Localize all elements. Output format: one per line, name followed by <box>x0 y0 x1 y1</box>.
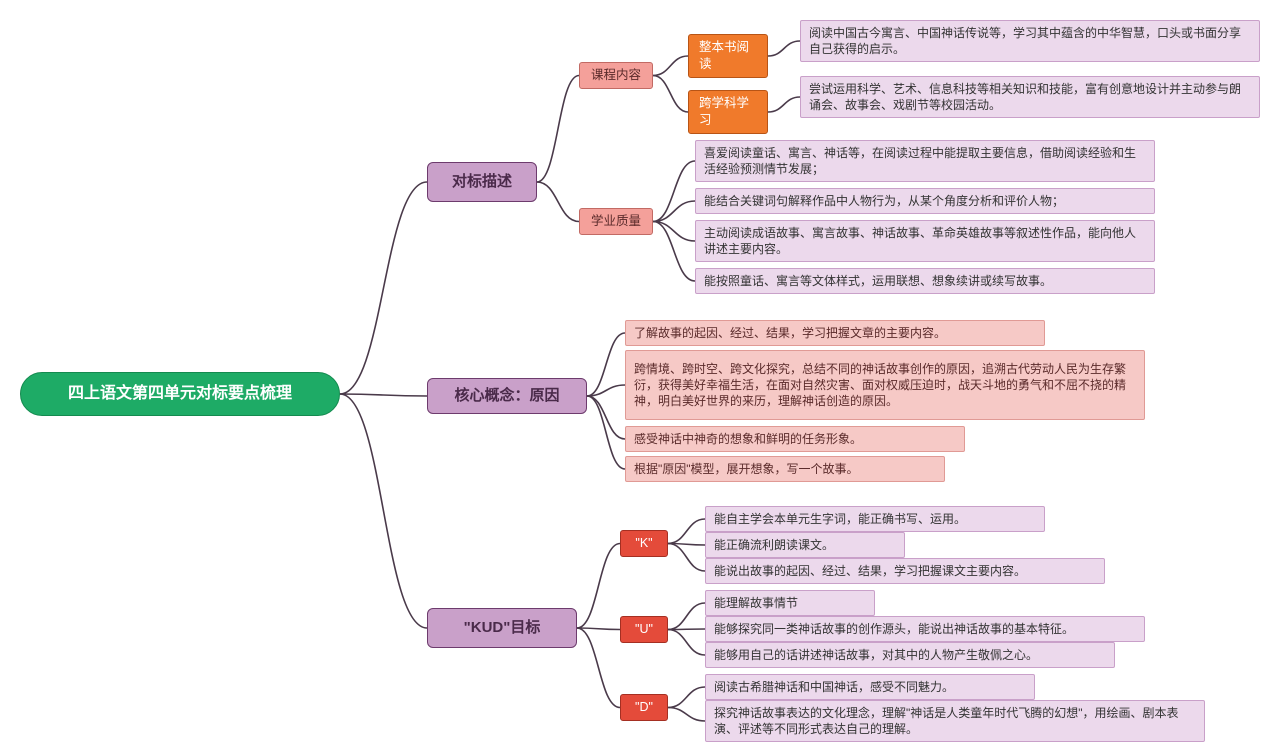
branch-hexingainian: 核心概念：原因 <box>427 378 587 414</box>
leaf: 能说出故事的起因、经过、结果，学习把握课文主要内容。 <box>705 558 1105 584</box>
leaf: 能按照童话、寓言等文体样式，运用联想、想象续讲或续写故事。 <box>695 268 1155 294</box>
node-xueyezhiliang: 学业质量 <box>579 208 653 235</box>
branch-kud: "KUD"目标 <box>427 608 577 648</box>
node-d: "D" <box>620 694 668 721</box>
leaf: 能够用自己的话讲述神话故事，对其中的人物产生敬佩之心。 <box>705 642 1115 668</box>
node-kuaxueke: 跨学科学习 <box>688 90 768 134</box>
leaf: 喜爱阅读童话、寓言、神话等，在阅读过程中能提取主要信息，借助阅读经验和生活经验预… <box>695 140 1155 182</box>
leaf: 探究神话故事表达的文化理念，理解"神话是人类童年时代飞腾的幻想"，用绘画、剧本表… <box>705 700 1205 742</box>
root-label: 四上语文第四单元对标要点梳理 <box>68 383 292 405</box>
root-node: 四上语文第四单元对标要点梳理 <box>20 372 340 416</box>
branch-duibiao: 对标描述 <box>427 162 537 202</box>
node-kechengneirong: 课程内容 <box>579 62 653 89</box>
leaf: 了解故事的起因、经过、结果，学习把握文章的主要内容。 <box>625 320 1045 346</box>
leaf: 感受神话中神奇的想象和鲜明的任务形象。 <box>625 426 965 452</box>
leaf: 根据"原因"模型，展开想象，写一个故事。 <box>625 456 945 482</box>
leaf: 阅读古希腊神话和中国神话，感受不同魅力。 <box>705 674 1035 700</box>
node-k: "K" <box>620 530 668 557</box>
node-u: "U" <box>620 616 668 643</box>
leaf: 跨情境、跨时空、跨文化探究，总结不同的神话故事创作的原因，追溯古代劳动人民为生存… <box>625 350 1145 420</box>
leaf: 能正确流利朗读课文。 <box>705 532 905 558</box>
leaf: 能结合关键词句解释作品中人物行为，从某个角度分析和评价人物； <box>695 188 1155 214</box>
leaf: 能理解故事情节 <box>705 590 875 616</box>
leaf: 阅读中国古今寓言、中国神话传说等，学习其中蕴含的中华智慧，口头或书面分享自己获得… <box>800 20 1260 62</box>
leaf: 尝试运用科学、艺术、信息科技等相关知识和技能，富有创意地设计并主动参与朗诵会、故… <box>800 76 1260 118</box>
leaf: 主动阅读成语故事、寓言故事、神话故事、革命英雄故事等叙述性作品，能向他人讲述主要… <box>695 220 1155 262</box>
node-zhengbenshu: 整本书阅读 <box>688 34 768 78</box>
leaf: 能够探究同一类神话故事的创作源头，能说出神话故事的基本特征。 <box>705 616 1145 642</box>
leaf: 能自主学会本单元生字词，能正确书写、运用。 <box>705 506 1045 532</box>
